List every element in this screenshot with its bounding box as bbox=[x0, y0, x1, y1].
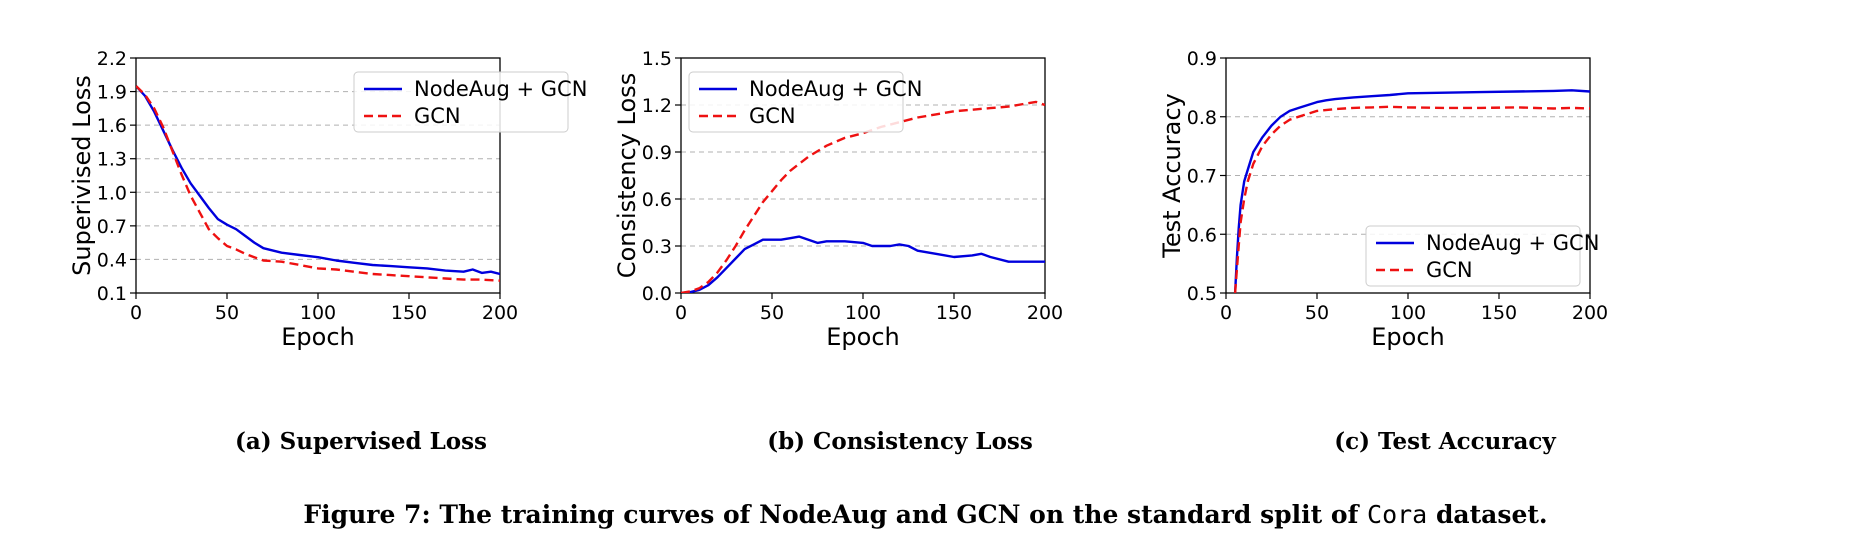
legend-entry: GCN bbox=[1426, 258, 1473, 282]
x-tick-label: 0 bbox=[675, 302, 687, 324]
series-line-gcn bbox=[681, 100, 1045, 293]
y-tick-label: 1.2 bbox=[642, 95, 672, 117]
subcaption-b: (b) Consistency Loss bbox=[767, 428, 1033, 455]
caption-prefix: Figure 7: The training curves of NodeAug… bbox=[303, 500, 1368, 529]
y-axis-label: Consistency Loss bbox=[613, 73, 641, 278]
legend-entry: NodeAug + GCN bbox=[1426, 231, 1599, 255]
y-tick-label: 0.4 bbox=[97, 249, 127, 271]
series-line-nodeaug-gcn bbox=[681, 235, 1045, 293]
subcaption-c: (c) Test Accuracy bbox=[1334, 428, 1556, 455]
y-tick-label: 0.8 bbox=[1187, 107, 1217, 129]
legend-box bbox=[688, 71, 904, 133]
x-tick-label: 100 bbox=[1390, 302, 1426, 324]
x-tick-label: 200 bbox=[482, 302, 518, 324]
y-tick-label: 0.3 bbox=[642, 236, 672, 258]
x-tick-label: 0 bbox=[130, 302, 142, 324]
series-line-nodeaug-gcn bbox=[136, 85, 500, 276]
y-tick-label: 1.0 bbox=[97, 182, 127, 204]
chart-test-accuracy: 0.5 0.6 0.7 0.8 0.9 0 50 100 150 200 Epoch Test Acc… bbox=[1158, 48, 1608, 351]
caption-dataset: Cora bbox=[1367, 500, 1428, 529]
caption-suffix: dataset. bbox=[1427, 500, 1548, 529]
figure-caption: Figure 7: The training curves of NodeAug… bbox=[0, 500, 1851, 529]
y-tick-label: 0.9 bbox=[1187, 48, 1217, 70]
x-tick-label: 100 bbox=[845, 302, 881, 324]
series-line-nodeaug-gcn bbox=[1233, 89, 1590, 293]
chart-consistency-loss: 0.0 0.3 0.6 0.9 1.2 1.5 0 50 100 150 200 Epoch Consi… bbox=[613, 48, 1063, 351]
legend-entry: GCN bbox=[749, 104, 796, 128]
chart-panel-c: 0.5 0.6 0.7 0.8 0.9 0 50 100 150 200 Epoch Test Acc… bbox=[1150, 48, 1710, 395]
x-tick-label: 50 bbox=[1305, 302, 1329, 324]
x-tick-label: 150 bbox=[936, 302, 972, 324]
y-tick-label: 0.9 bbox=[642, 142, 672, 164]
x-tick-label: 150 bbox=[1481, 302, 1517, 324]
subcaption-a: (a) Supervised Loss bbox=[234, 428, 488, 455]
y-tick-label: 0.6 bbox=[642, 189, 672, 211]
y-tick-label: 0.5 bbox=[1187, 283, 1217, 305]
y-tick-label: 0.7 bbox=[1187, 166, 1217, 188]
y-tick-label: 1.9 bbox=[97, 82, 127, 104]
chart-panel-b: 0.0 0.3 0.6 0.9 1.2 1.5 0 50 100 150 200 Epoch Consi… bbox=[605, 48, 1165, 395]
legend-box bbox=[1365, 225, 1581, 287]
x-tick-label: 50 bbox=[215, 302, 239, 324]
y-tick-label: 0.7 bbox=[97, 216, 127, 238]
x-tick-label: 200 bbox=[1027, 302, 1063, 324]
y-tick-label: 0.0 bbox=[642, 283, 672, 305]
y-tick-label: 0.1 bbox=[97, 283, 127, 305]
x-axis-label: Epoch bbox=[1371, 323, 1445, 351]
x-tick-label: 50 bbox=[760, 302, 784, 324]
legend-box bbox=[353, 71, 569, 133]
legend-entry: NodeAug + GCN bbox=[414, 77, 587, 101]
x-tick-label: 0 bbox=[1220, 302, 1232, 324]
legend-entry: NodeAug + GCN bbox=[749, 77, 922, 101]
y-tick-label: 1.3 bbox=[97, 149, 127, 171]
y-tick-label: 0.6 bbox=[1187, 224, 1217, 246]
y-tick-label: 1.6 bbox=[97, 115, 127, 137]
x-tick-label: 150 bbox=[391, 302, 427, 324]
x-tick-label: 100 bbox=[300, 302, 336, 324]
y-tick-label: 2.2 bbox=[97, 48, 127, 70]
y-axis-label: Test Accuracy bbox=[1158, 93, 1186, 258]
series-line-gcn bbox=[136, 85, 500, 282]
y-tick-label: 1.5 bbox=[642, 48, 672, 70]
legend-entry: GCN bbox=[414, 104, 461, 128]
chart-panel-a: 0.1 0.4 0.7 1.0 1.3 1.6 1.9 2.2 0 50 100 150 200 Epoc… bbox=[60, 48, 620, 395]
chart-supervised-loss: 0.1 0.4 0.7 1.0 1.3 1.6 1.9 2.2 0 50 100 150 200 Epoc… bbox=[68, 48, 587, 351]
x-axis-label: Epoch bbox=[281, 323, 355, 351]
x-axis-label: Epoch bbox=[826, 323, 900, 351]
y-axis-label: Superivised Loss bbox=[68, 75, 96, 276]
series-line-gcn bbox=[1233, 105, 1590, 293]
x-tick-label: 200 bbox=[1572, 302, 1608, 324]
